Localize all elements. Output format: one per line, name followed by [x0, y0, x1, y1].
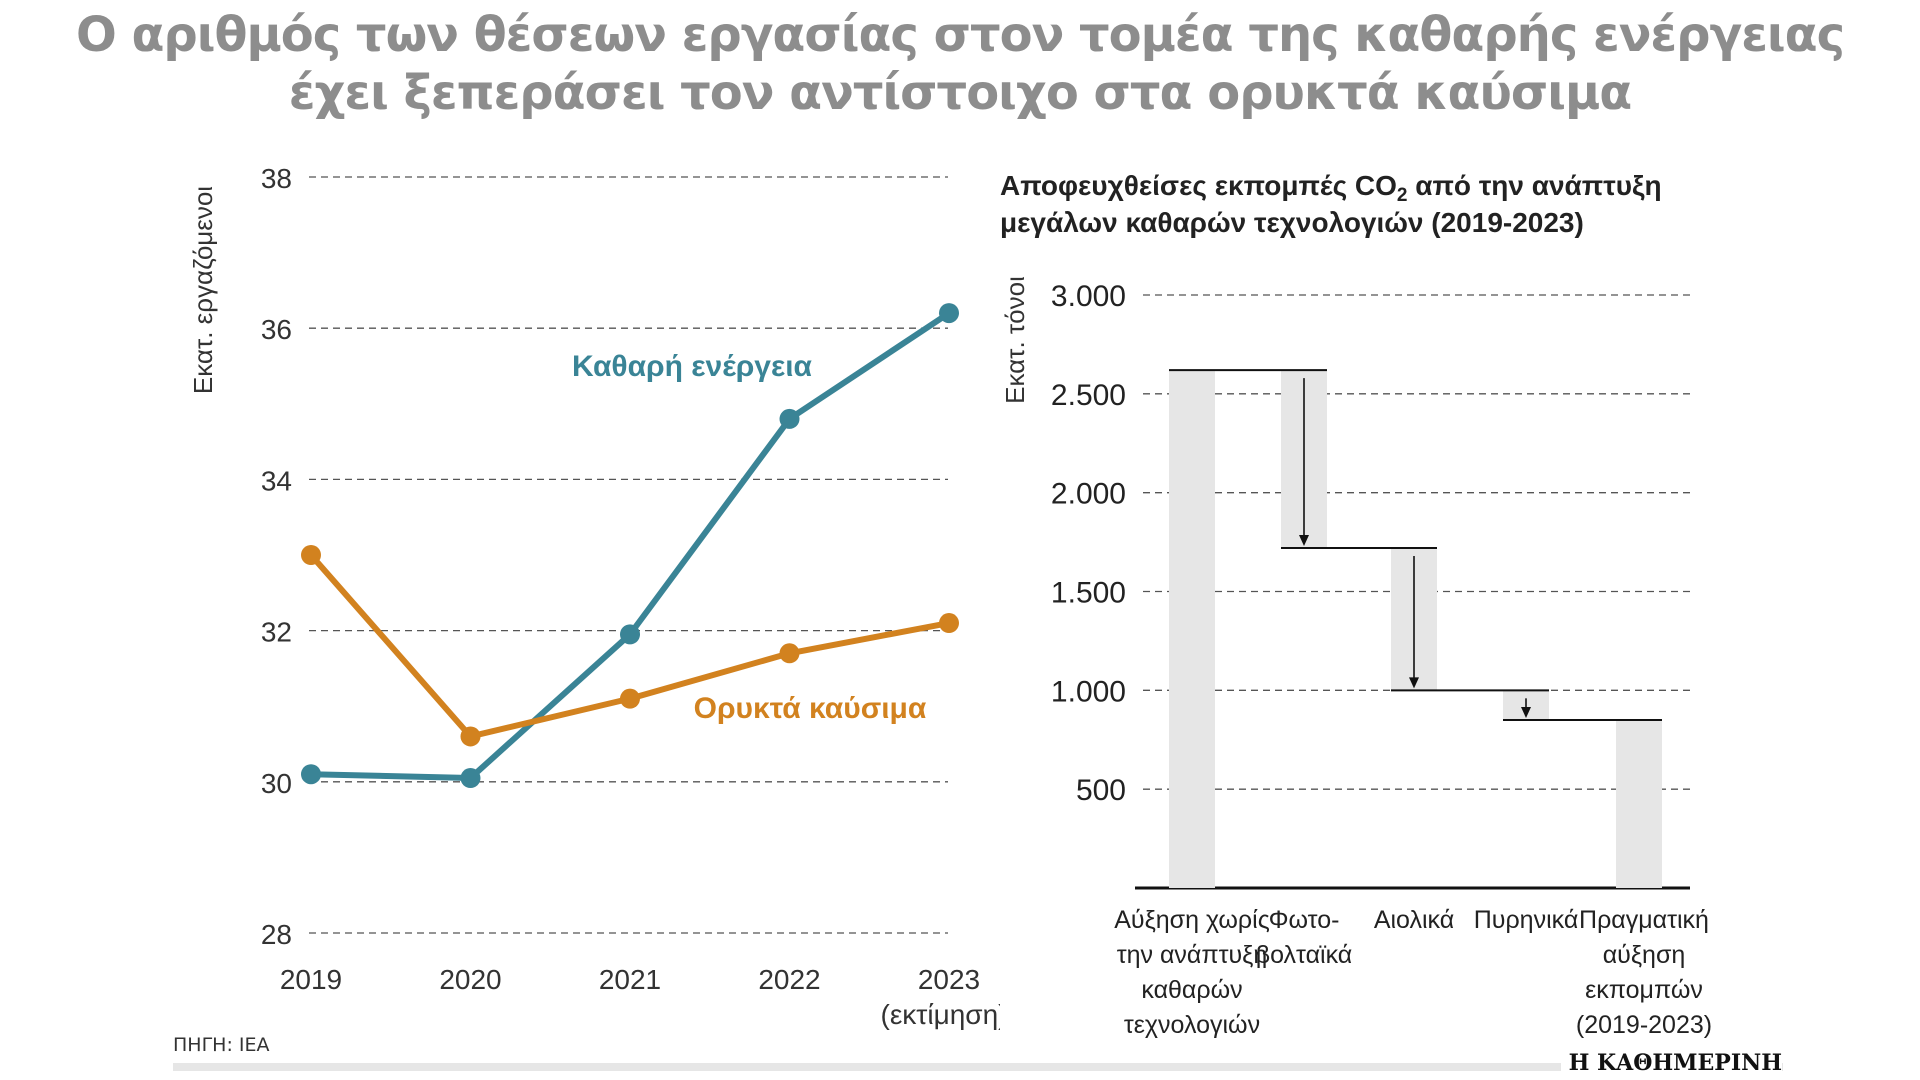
- line-x-tick-label: 2020: [439, 964, 501, 995]
- line-y-tick-label: 32: [261, 617, 292, 648]
- series-point-fossil-fuels: [301, 545, 321, 565]
- source-note: ΠΗΓΗ: IEA: [173, 1034, 270, 1056]
- waterfall-y-tick-label: 1.500: [1051, 577, 1126, 610]
- title-line-1: Ο αριθμός των θέσεων εργασίας στον τομέα…: [75, 7, 1845, 63]
- publisher-logo: Η ΚΑΘΗΜΕΡΙΝΗ: [1560, 1050, 1782, 1076]
- line-chart-grid: [309, 176, 948, 934]
- waterfall-category-label: καθαρών: [1141, 976, 1242, 1004]
- co2-waterfall-chart: Αποφευχθείσες εκπομπές CO2 από την ανάπτ…: [1000, 170, 1712, 1039]
- line-x-tick-label: 2021: [599, 964, 661, 995]
- legend-clean-energy: Καθαρή ενέργεια: [572, 350, 813, 383]
- line-x-tick-label: 2022: [758, 964, 820, 995]
- series-point-fossil-fuels: [460, 726, 481, 747]
- waterfall-bars: [1169, 369, 1662, 888]
- waterfall-bar: [1616, 719, 1662, 888]
- line-y-tick-label: 28: [261, 919, 292, 950]
- line-y-tick-label: 38: [261, 163, 292, 194]
- waterfall-y-ticks: 500 1.000 1.500 2.000 2.500 3.000: [1051, 280, 1126, 807]
- waterfall-y-tick-label: 2.000: [1051, 478, 1126, 511]
- line-y-tick-label: 34: [261, 465, 292, 496]
- waterfall-category-labels: Αύξηση χωρίς την ανάπτυξη καθαρών τεχνολογι…: [1114, 906, 1712, 1039]
- waterfall-y-tick-label: 2.500: [1051, 379, 1126, 412]
- waterfall-category-label: Φωτο-: [1269, 906, 1340, 934]
- legend-fossil-fuels: Ορυκτά καύσιμα: [694, 692, 927, 725]
- title-line-2: έχει ξεπεράσει τον αντίστοιχο στα ορυκτά…: [288, 65, 1633, 121]
- waterfall-arrow-head: [1299, 535, 1309, 547]
- waterfall-category-label: Αύξηση χωρίς: [1114, 906, 1270, 934]
- line-chart-y-ticks: 28 30 32 34 36 38: [261, 163, 292, 950]
- line-y-tick-label: 30: [261, 768, 292, 799]
- waterfall-arrow-head: [1409, 677, 1419, 689]
- waterfall-category-label: τεχνολογιών: [1124, 1011, 1260, 1039]
- page-title: Ο αριθμός των θέσεων εργασίας στον τομέα…: [0, 6, 1920, 122]
- waterfall-category-label: βολταϊκά: [1256, 941, 1352, 969]
- line-x-tick-label: 2023: [918, 964, 980, 995]
- waterfall-y-tick-label: 3.000: [1051, 280, 1126, 313]
- waterfall-category-label: Αιολικά: [1374, 906, 1454, 934]
- line-x-tick-label: 2019: [280, 964, 342, 995]
- waterfall-category-label: (2019-2023): [1576, 1011, 1712, 1039]
- waterfall-y-tick-label: 1.000: [1051, 675, 1126, 708]
- line-chart-y-axis-label: Εκατ. εργαζόμενοι: [188, 186, 218, 394]
- footer-bar: [173, 1063, 1783, 1071]
- line-chart-x-ticks: 2019 2020 2021 2022 2023 (εκτίμηση): [280, 964, 1000, 1030]
- series-point-clean-energy: [779, 408, 800, 429]
- waterfall-category-label: Πυρηνικά: [1474, 906, 1579, 934]
- series-point-fossil-fuels: [939, 613, 959, 634]
- waterfall-category-label: την ανάπτυξη: [1117, 941, 1268, 969]
- series-point-fossil-fuels: [779, 643, 800, 664]
- line-chart-series: [301, 303, 959, 789]
- series-point-clean-energy: [460, 768, 481, 789]
- waterfall-title-line-2: μεγάλων καθαρών τεχνολογιών (2019-2023): [1000, 207, 1584, 238]
- waterfall-y-axis-label: Εκατ. τόνοι: [1000, 276, 1030, 404]
- line-y-tick-label: 36: [261, 314, 292, 345]
- series-point-clean-energy: [620, 624, 640, 645]
- series-point-clean-energy: [301, 764, 321, 785]
- series-point-fossil-fuels: [620, 688, 640, 709]
- line-x-tick-sublabel: (εκτίμηση): [881, 999, 1000, 1030]
- waterfall-arrow-head: [1521, 706, 1531, 718]
- waterfall-category-label: εκπομπών: [1585, 976, 1703, 1004]
- waterfall-grid: [1135, 294, 1690, 890]
- waterfall-category-label: αύξηση: [1603, 941, 1686, 969]
- waterfall-y-tick-label: 500: [1076, 774, 1126, 807]
- series-point-clean-energy: [939, 303, 959, 324]
- waterfall-title-line-1: Αποφευχθείσες εκπομπές CO2 από την ανάπτ…: [1000, 170, 1662, 206]
- waterfall-bar: [1169, 370, 1215, 888]
- waterfall-category-label: Πραγματική: [1579, 906, 1709, 934]
- jobs-line-chart: 28 30 32 34 36 38 2019 2020 2021 2022 2023 (εκτίμη…: [188, 163, 1000, 1030]
